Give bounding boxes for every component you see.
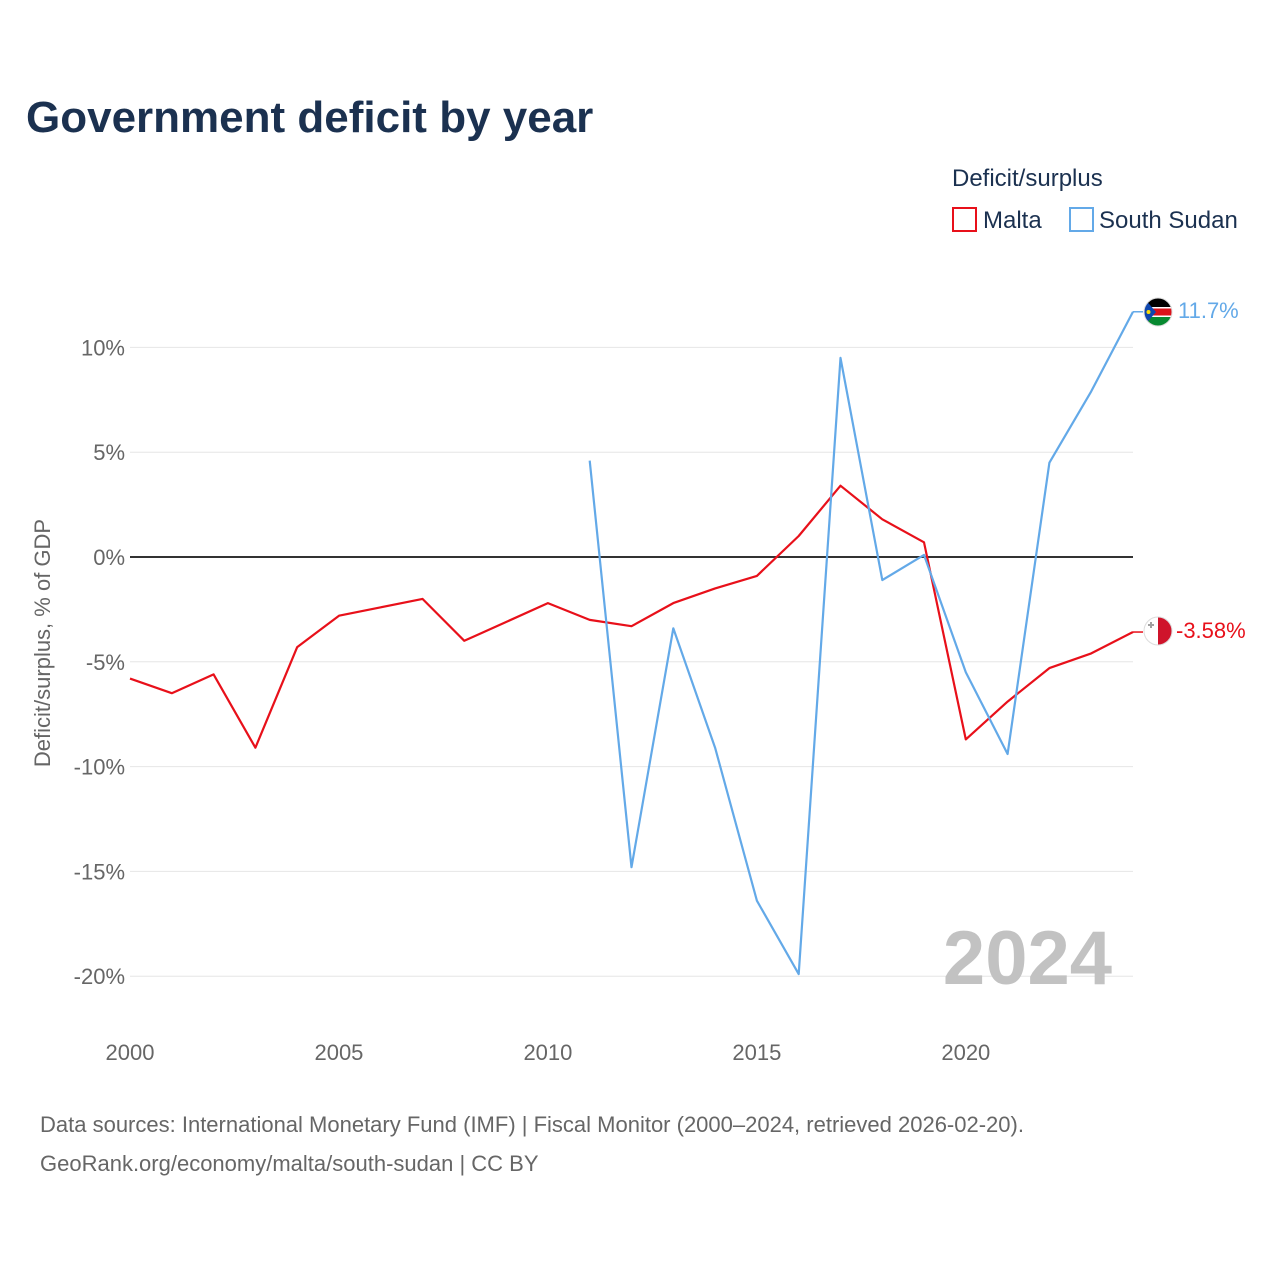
legend-label-malta[interactable]: Malta xyxy=(983,207,1042,234)
chart-title: Government deficit by year xyxy=(26,93,593,142)
legend-swatch-malta[interactable] xyxy=(952,207,977,232)
legend-label-south-sudan[interactable]: South Sudan xyxy=(1099,207,1238,234)
y-tick-label: 10% xyxy=(81,335,125,360)
south-sudan-flag-icon xyxy=(1143,297,1173,327)
year-watermark: 2024 xyxy=(943,916,1112,1001)
legend-swatch-south-sudan[interactable] xyxy=(1069,207,1094,232)
gridlines xyxy=(130,346,1133,977)
y-tick-label: -15% xyxy=(74,859,125,884)
axes: 10% 5% 0% -5% -10% -15% -20% 2000 2005 2010 2015 20… xyxy=(74,335,1133,1065)
y-tick-label: -5% xyxy=(86,650,125,675)
y-axis-label: Deficit/surplus, % of GDP xyxy=(30,519,55,767)
series-lines xyxy=(129,311,1143,976)
series-line-south-sudan[interactable] xyxy=(588,311,1134,976)
credit-line: GeoRank.org/economy/malta/south-sudan | … xyxy=(40,1151,539,1176)
legend-title: Deficit/surplus xyxy=(952,165,1103,192)
x-tick-label: 2005 xyxy=(314,1040,363,1065)
y-tick-label: -20% xyxy=(74,964,125,989)
y-tick-label: 5% xyxy=(93,440,125,465)
y-tick-label: -10% xyxy=(74,755,125,780)
end-label-south-sudan: 11.7% xyxy=(1178,298,1239,323)
malta-flag-icon xyxy=(1143,616,1173,646)
y-tick-label: 0% xyxy=(93,545,125,570)
x-tick-label: 2015 xyxy=(732,1040,781,1065)
x-tick-label: 2010 xyxy=(523,1040,572,1065)
end-label-malta: -3.58% xyxy=(1176,618,1246,643)
x-tick-label: 2020 xyxy=(941,1040,990,1065)
legend: Deficit/surplus Malta South Sudan xyxy=(952,165,1238,234)
source-line: Data sources: International Monetary Fun… xyxy=(40,1112,1024,1137)
x-tick-label: 2000 xyxy=(106,1040,155,1065)
series-line-malta[interactable] xyxy=(129,484,1134,749)
